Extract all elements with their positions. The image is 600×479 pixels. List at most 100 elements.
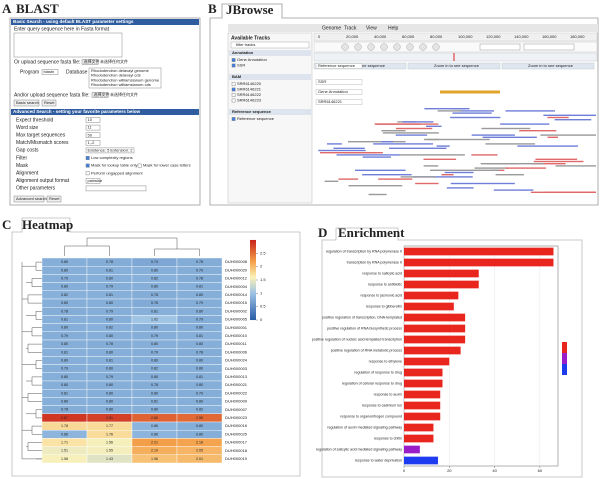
track-item: SSR bbox=[237, 63, 245, 68]
colorbar-step bbox=[562, 364, 567, 375]
colorbar-step bbox=[250, 315, 256, 319]
row-label: DUH000004 bbox=[225, 284, 248, 289]
menu-item: Genome bbox=[322, 25, 341, 31]
cell-label: 0.78 bbox=[151, 293, 158, 297]
read bbox=[444, 171, 474, 174]
colorbar-step bbox=[250, 269, 256, 273]
colorbar-step bbox=[250, 265, 256, 269]
plot-area bbox=[403, 245, 559, 467]
read bbox=[423, 158, 457, 160]
category-label: response to water deprivation bbox=[355, 458, 402, 462]
read bbox=[530, 163, 566, 165]
nav-button bbox=[432, 43, 440, 51]
cell-label: 0.78 bbox=[151, 383, 158, 387]
category-label: positive regulation of RNA metabolic pro… bbox=[331, 348, 403, 352]
colorbar-step bbox=[250, 301, 256, 305]
cell-label: 0.79 bbox=[196, 391, 203, 395]
read bbox=[382, 132, 439, 134]
input-value: 1,-2 bbox=[88, 140, 96, 145]
group-header bbox=[229, 74, 311, 80]
cell-label: 1.51 bbox=[61, 449, 68, 453]
row-label: DUH000025 bbox=[225, 431, 248, 436]
cell-label: 0.86 bbox=[151, 424, 158, 428]
read bbox=[450, 182, 515, 185]
ruler-label: 140,000 bbox=[514, 34, 529, 39]
read bbox=[424, 108, 465, 110]
track-label-text: Reference sequence bbox=[318, 63, 356, 68]
colorbar-step bbox=[250, 239, 256, 243]
cell-label: 0.81 bbox=[61, 391, 68, 395]
cell-label: 0.78 bbox=[106, 260, 113, 264]
ruler bbox=[313, 32, 598, 42]
zoom-text: Zoom in to see sequence bbox=[528, 63, 574, 68]
read bbox=[500, 123, 550, 125]
heat-cell bbox=[176, 454, 223, 464]
cell-label: 0.82 bbox=[196, 408, 203, 412]
colorbar-step bbox=[250, 277, 256, 281]
row-label: DUH000018 bbox=[225, 448, 248, 453]
bar bbox=[404, 379, 443, 388]
colorbar-step bbox=[250, 241, 256, 245]
button-text: Basic search bbox=[16, 100, 39, 105]
colorbar-step bbox=[250, 243, 256, 247]
zoom-text: Zoom in to see sequence bbox=[434, 63, 480, 68]
colorbar-step bbox=[250, 255, 256, 259]
read bbox=[362, 174, 412, 176]
cell-label: 0.78 bbox=[61, 408, 68, 412]
textarea bbox=[13, 32, 123, 58]
read bbox=[378, 178, 413, 180]
cell-label: 0.80 bbox=[151, 375, 158, 379]
cell-label: 0.80 bbox=[106, 301, 113, 305]
menu-bar bbox=[228, 24, 598, 32]
cell-label: 0.74 bbox=[151, 260, 158, 264]
colorbar-step bbox=[250, 247, 256, 251]
cell-label: 0.78 bbox=[61, 309, 68, 313]
row-label: DUH000019 bbox=[225, 456, 248, 461]
checkbox-label: Mask for lower case letters bbox=[143, 163, 191, 168]
ruler-label: 180,000 bbox=[570, 34, 585, 39]
list-item: Rhododendron delavayi cds bbox=[91, 73, 141, 78]
cell-label: 0.78 bbox=[196, 276, 203, 280]
colorbar-step bbox=[250, 271, 256, 275]
row-label: DUH000007 bbox=[225, 407, 248, 412]
read bbox=[481, 127, 531, 130]
cell-label: 0.80 bbox=[151, 326, 158, 330]
panel-title: Enrichment bbox=[338, 225, 405, 240]
row-label: DUH000005 bbox=[225, 317, 248, 322]
read bbox=[426, 125, 442, 127]
group-name: Annotation bbox=[232, 50, 254, 55]
colorbar-step bbox=[250, 273, 256, 277]
read bbox=[412, 176, 473, 178]
colorbar-step bbox=[250, 317, 256, 321]
read bbox=[318, 149, 366, 152]
cell-label: 0.86 bbox=[61, 432, 68, 436]
cell-label: 0.80 bbox=[106, 350, 113, 354]
read bbox=[493, 189, 534, 191]
read bbox=[533, 160, 584, 163]
panel-title: Heatmap bbox=[22, 217, 73, 232]
nav-bar bbox=[313, 41, 598, 53]
colorbar-label: 0 bbox=[260, 317, 263, 322]
cell-label: 0.80 bbox=[61, 301, 68, 305]
overview bbox=[313, 52, 598, 62]
category-label: response to organonitrogen compound bbox=[340, 414, 402, 418]
zoom-band bbox=[407, 62, 501, 70]
cell-label: 0.79 bbox=[196, 317, 203, 321]
cell-label: 1.76 bbox=[106, 432, 113, 436]
cell-label: 0.80 bbox=[196, 383, 203, 387]
category-label: response to cadmium ion bbox=[362, 403, 402, 407]
checkbox-label: Mask for lookup table only bbox=[91, 163, 137, 168]
colorbar-step bbox=[250, 291, 256, 295]
x-tick-label: 20 bbox=[447, 468, 452, 473]
cell-label: 0.80 bbox=[61, 358, 68, 362]
location-box bbox=[479, 43, 521, 51]
read bbox=[505, 167, 546, 169]
ruler-label: 20,000 bbox=[346, 34, 359, 39]
row-label: DUH000016 bbox=[225, 423, 248, 428]
read bbox=[441, 174, 454, 176]
cell-label: 0.80 bbox=[106, 408, 113, 412]
list-box bbox=[88, 67, 162, 89]
cell-label: 0.80 bbox=[151, 358, 158, 362]
menu-item: Track bbox=[344, 25, 357, 31]
read bbox=[485, 143, 536, 145]
